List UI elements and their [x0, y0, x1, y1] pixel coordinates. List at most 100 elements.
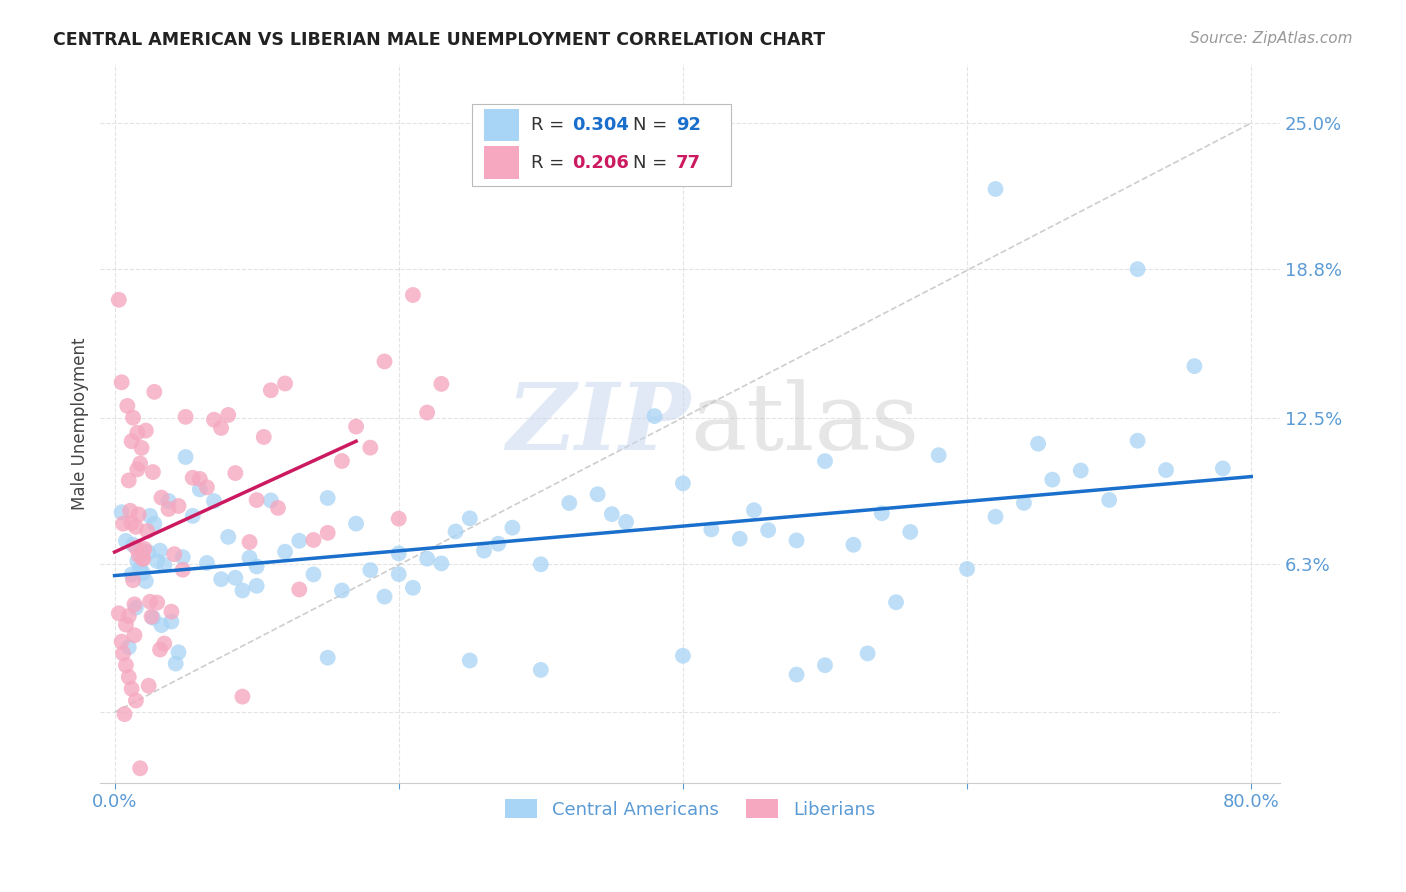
- Point: [132, 552, 155, 566]
- Point: [129, 561, 152, 575]
- Point: [111, 376, 134, 390]
- Point: [125, 520, 148, 534]
- Point: [217, 530, 239, 544]
- Text: Source: ZipAtlas.com: Source: ZipAtlas.com: [1189, 31, 1353, 46]
- Point: [700, 523, 723, 537]
- Point: [122, 573, 145, 587]
- Point: [1126, 434, 1149, 448]
- Point: [124, 598, 146, 612]
- Point: [129, 457, 152, 471]
- Point: [1212, 461, 1234, 475]
- Point: [842, 538, 865, 552]
- Point: [430, 376, 453, 391]
- Point: [142, 465, 165, 479]
- Point: [209, 421, 232, 435]
- Point: [288, 582, 311, 597]
- Point: [209, 572, 232, 586]
- Point: [330, 583, 353, 598]
- Point: [172, 563, 194, 577]
- Point: [1184, 359, 1206, 373]
- Point: [316, 525, 339, 540]
- Point: [165, 657, 187, 671]
- Point: [134, 541, 156, 556]
- Point: [928, 448, 950, 462]
- Point: [302, 567, 325, 582]
- Point: [115, 658, 138, 673]
- Text: CENTRAL AMERICAN VS LIBERIAN MALE UNEMPLOYMENT CORRELATION CHART: CENTRAL AMERICAN VS LIBERIAN MALE UNEMPL…: [53, 31, 825, 49]
- Point: [388, 546, 411, 560]
- Point: [458, 511, 481, 525]
- Text: 92: 92: [676, 116, 700, 134]
- Point: [202, 494, 225, 508]
- Point: [132, 566, 155, 580]
- Point: [231, 690, 253, 704]
- Point: [195, 556, 218, 570]
- Point: [112, 516, 135, 531]
- Point: [486, 537, 509, 551]
- Point: [316, 491, 339, 505]
- Text: R =: R =: [531, 116, 569, 134]
- Point: [388, 567, 411, 582]
- Text: N =: N =: [634, 153, 673, 171]
- Point: [756, 523, 779, 537]
- Point: [984, 509, 1007, 524]
- Point: [1026, 436, 1049, 450]
- Point: [149, 642, 172, 657]
- FancyBboxPatch shape: [472, 103, 731, 186]
- Legend: Central Americans, Liberians: Central Americans, Liberians: [498, 791, 883, 826]
- Point: [359, 563, 381, 577]
- Point: [132, 544, 155, 558]
- Point: [856, 647, 879, 661]
- Point: [388, 511, 411, 525]
- Point: [149, 543, 172, 558]
- Point: [124, 628, 146, 642]
- Point: [870, 506, 893, 520]
- Point: [188, 483, 211, 497]
- Point: [160, 605, 183, 619]
- FancyBboxPatch shape: [484, 146, 519, 178]
- Point: [217, 408, 239, 422]
- Text: atlas: atlas: [690, 378, 920, 468]
- Point: [127, 462, 149, 476]
- Point: [143, 384, 166, 399]
- Point: [142, 611, 165, 625]
- Point: [139, 508, 162, 523]
- Point: [135, 574, 157, 589]
- Point: [131, 441, 153, 455]
- Point: [586, 487, 609, 501]
- Point: [742, 503, 765, 517]
- Text: ZIP: ZIP: [506, 378, 690, 468]
- Point: [231, 583, 253, 598]
- Point: [188, 472, 211, 486]
- Point: [1070, 463, 1092, 477]
- Point: [274, 545, 297, 559]
- Point: [125, 600, 148, 615]
- Point: [115, 617, 138, 632]
- Point: [558, 496, 581, 510]
- Point: [172, 550, 194, 565]
- Point: [157, 502, 180, 516]
- Point: [120, 504, 142, 518]
- Point: [121, 567, 143, 582]
- Point: [121, 516, 143, 530]
- Point: [132, 551, 155, 566]
- Point: [136, 524, 159, 538]
- Point: [416, 551, 439, 566]
- Point: [128, 508, 150, 522]
- Point: [128, 548, 150, 562]
- Point: [1098, 493, 1121, 508]
- Point: [316, 650, 339, 665]
- Point: [288, 533, 311, 548]
- Point: [260, 493, 283, 508]
- Point: [246, 579, 269, 593]
- Point: [672, 476, 695, 491]
- Point: [115, 533, 138, 548]
- Text: N =: N =: [634, 116, 673, 134]
- Point: [135, 424, 157, 438]
- Point: [600, 507, 623, 521]
- Point: [430, 557, 453, 571]
- Point: [127, 425, 149, 440]
- Point: [614, 515, 637, 529]
- Point: [984, 182, 1007, 196]
- Point: [1154, 463, 1177, 477]
